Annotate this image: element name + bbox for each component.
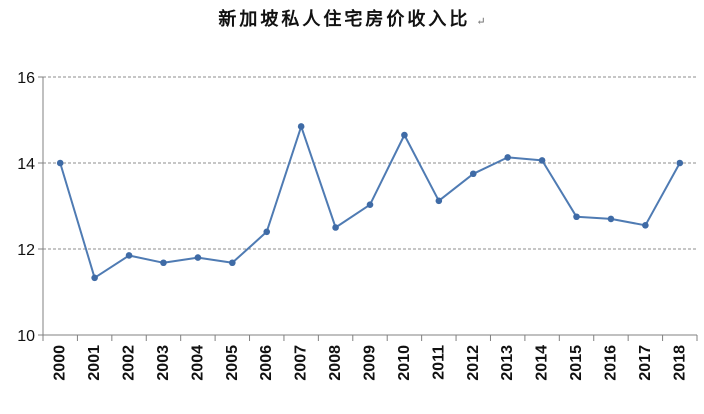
data-series: [56, 123, 684, 282]
chart-title-text: 新加坡私人住宅房价收入比: [218, 9, 471, 30]
data-point: [573, 213, 580, 221]
x-tick-label: 2012: [465, 345, 482, 381]
chart-title: 新加坡私人住宅房价收入比 ↵: [0, 5, 704, 31]
x-tick-label: 2015: [568, 345, 585, 381]
data-point: [607, 215, 615, 223]
x-tick-label: 2005: [224, 345, 241, 381]
y-tick-label: 12: [17, 242, 35, 259]
data-point: [160, 259, 167, 267]
y-tick-label: 14: [17, 156, 35, 173]
x-tick-label: 2016: [602, 345, 619, 381]
x-tick-label: 2001: [86, 345, 103, 381]
x-tick-labels: 2000 2001 2002 2003 2004 2005 2006 2007 2008 2009…: [52, 345, 689, 381]
x-tick-label: 2009: [362, 345, 379, 381]
x-tick-label: 2006: [258, 345, 275, 381]
data-point: [642, 222, 649, 229]
x-tick-label: 2014: [534, 345, 551, 381]
data-point: [538, 157, 546, 164]
data-point: [194, 254, 202, 261]
y-tick-labels: 10 12 14 16: [17, 70, 35, 345]
data-point: [435, 197, 443, 205]
y-tick-label: 10: [17, 328, 35, 345]
data-point: [401, 131, 408, 139]
x-tick-label: 2010: [396, 345, 413, 381]
x-tick-label: 2011: [430, 345, 447, 380]
x-tick-label: 2017: [637, 345, 654, 381]
data-point: [91, 274, 98, 282]
y-tick-label: 16: [17, 70, 35, 87]
axes: [38, 76, 698, 341]
x-tick-label: 2003: [155, 345, 172, 381]
grid-lines: [43, 76, 697, 250]
data-point: [332, 224, 339, 231]
data-point: [676, 159, 684, 167]
x-tick-label: 2007: [293, 345, 310, 381]
data-point: [125, 252, 133, 259]
data-point: [366, 201, 374, 209]
x-tick-label: 2008: [327, 345, 344, 381]
x-tick-label: 2018: [671, 345, 688, 381]
x-tick-label: 2004: [189, 345, 206, 381]
data-point: [504, 154, 511, 161]
x-tick-label: 2002: [121, 345, 138, 381]
data-point: [297, 123, 305, 130]
data-point: [56, 159, 64, 167]
paragraph-mark-icon: ↵: [476, 15, 486, 28]
data-point: [229, 259, 236, 267]
x-tick-label: 2000: [52, 345, 69, 381]
x-tick-label: 2013: [499, 345, 516, 381]
data-point: [469, 170, 477, 178]
data-point: [263, 228, 271, 236]
